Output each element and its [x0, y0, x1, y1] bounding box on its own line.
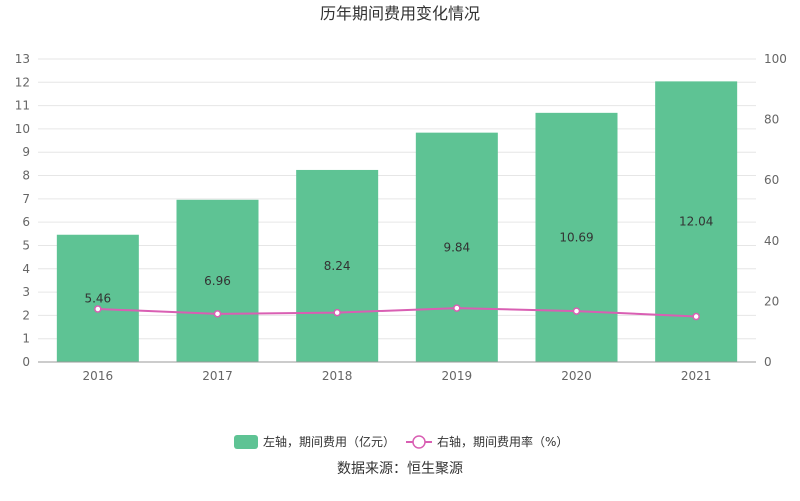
- y-right-tick-label: 100: [764, 52, 787, 66]
- bar-value-label: 8.24: [324, 259, 351, 273]
- y-left-tick-label: 4: [22, 262, 30, 276]
- legend-label-line: 右轴，期间费用率（%）: [437, 434, 568, 449]
- bar: [176, 199, 259, 362]
- x-tick-label: 2016: [83, 369, 114, 383]
- legend-label-bar: 左轴，期间费用（亿元）: [263, 434, 395, 449]
- y-right-tick-label: 60: [764, 173, 779, 187]
- y-left-tick-label: 10: [15, 122, 30, 136]
- line-point: [572, 307, 581, 315]
- y-left-tick-label: 3: [22, 285, 30, 299]
- gridlines: [38, 58, 756, 340]
- y-axis-right: 0 20 40 60 80 100: [764, 52, 787, 369]
- y-right-tick-label: 40: [764, 234, 779, 248]
- line-point: [94, 305, 102, 313]
- x-tick-label: 2019: [442, 369, 473, 383]
- bar-value-label: 5.46: [84, 291, 111, 305]
- y-left-tick-label: 12: [15, 75, 30, 89]
- x-tick-label: 2021: [681, 369, 712, 383]
- y-right-tick-label: 0: [764, 355, 772, 369]
- line-point: [213, 310, 222, 318]
- y-left-tick-label: 2: [22, 308, 30, 322]
- y-left-tick-label: 8: [22, 169, 30, 183]
- y-left-tick-label: 6: [22, 215, 30, 229]
- y-left-tick-label: 0: [22, 355, 30, 369]
- bar-value-labels: 5.46 6.96 8.24 9.84 10.69 12.04: [84, 215, 713, 306]
- x-axis: 2016 2017 2018 2019 2020 2021: [38, 361, 756, 383]
- chart-title: 历年期间费用变化情况: [320, 4, 480, 23]
- bar-value-label: 12.04: [679, 215, 713, 229]
- bar-value-label: 6.96: [204, 274, 231, 288]
- bar: [296, 169, 379, 362]
- x-tick-label: 2020: [561, 369, 592, 383]
- bar-value-label: 10.69: [559, 230, 593, 244]
- y-right-tick-label: 20: [764, 294, 779, 308]
- line-point: [453, 304, 461, 312]
- x-tick-label: 2018: [322, 369, 353, 383]
- bar: [56, 234, 139, 362]
- y-left-tick-label: 9: [22, 145, 30, 159]
- bar-value-label: 9.84: [443, 240, 470, 254]
- legend-swatch-marker: [412, 435, 426, 449]
- line-point: [692, 312, 700, 321]
- y-left-tick-label: 7: [22, 192, 30, 206]
- bar: [415, 132, 498, 362]
- x-tick-label: 2017: [202, 369, 233, 383]
- line-path: [97, 307, 697, 318]
- y-right-tick-label: 80: [764, 113, 779, 127]
- bar: [535, 112, 618, 363]
- legend-swatch-bar: [234, 435, 258, 449]
- line-point: [333, 308, 341, 317]
- y-left-tick-label: 13: [15, 52, 30, 66]
- data-source: 数据来源：恒生聚源: [337, 461, 463, 477]
- y-left-tick-label: 5: [22, 238, 30, 252]
- line-series: [94, 304, 700, 321]
- legend: 左轴，期间费用（亿元） 右轴，期间费用率（%）: [234, 434, 568, 449]
- y-left-tick-label: 11: [15, 99, 30, 113]
- y-left-tick-label: 1: [22, 332, 30, 346]
